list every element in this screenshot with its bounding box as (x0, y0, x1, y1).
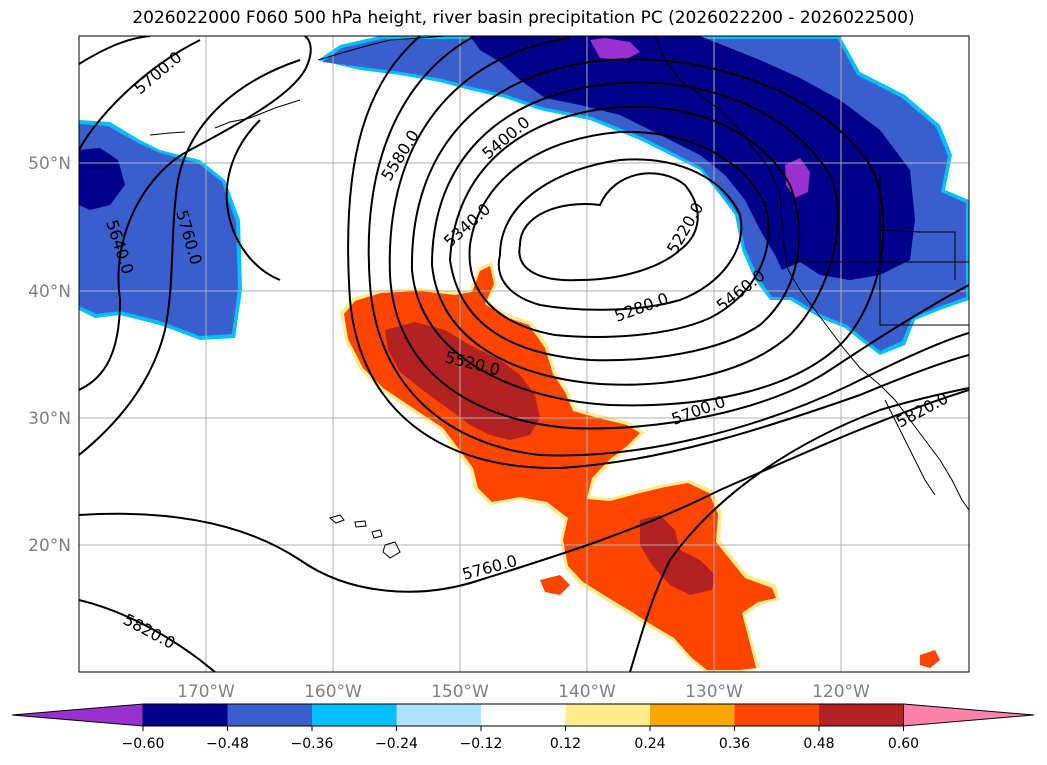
lat-label: 50°N (28, 154, 71, 174)
map-title: 2026022000 F060 500 hPa height, river ba… (132, 8, 915, 28)
colorbar-extend-right (903, 703, 1035, 727)
precip-orange-small-2 (920, 650, 940, 668)
colorbar-segment (227, 704, 313, 726)
map-frame (78, 35, 970, 673)
contour-west-upper (79, 36, 201, 151)
precip-purple-spot-north (590, 38, 640, 60)
lon-label: 170°W (177, 682, 235, 702)
lon-label: 120°W (812, 682, 870, 702)
lon-label: 160°W (304, 682, 362, 702)
contour-5460 (430, 81, 839, 386)
colorbar-tick-label: 0.36 (719, 736, 750, 752)
colorbar-segment (734, 704, 820, 726)
contour-label: 5760.0 (460, 551, 519, 584)
contour-label: 5820.0 (893, 388, 951, 431)
contour-label: 5700.0 (669, 392, 728, 429)
latitude-labels: 50°N 40°N 30°N 20°N (28, 154, 71, 556)
lon-label: 150°W (431, 682, 489, 702)
alaska-peninsula (317, 36, 446, 61)
contour-label: 5580.0 (377, 127, 423, 185)
lat-label: 30°N (28, 409, 71, 429)
contour-5820 (79, 387, 969, 672)
precip-orange-small-1 (540, 575, 570, 595)
colorbar-tick-label: 0.60 (888, 736, 919, 752)
contour-5340 (468, 130, 770, 338)
precip-north-core (470, 36, 915, 280)
contour-5700 (79, 36, 969, 470)
contour-label: 5700.0 (130, 48, 185, 99)
colorbar-tick-label: 0.12 (550, 736, 581, 752)
contour-label: 5400.0 (478, 113, 533, 164)
colorbar-ticks: −0.60 −0.48 −0.36 −0.24 −0.12 0.12 0.24 0.36 0.4… (122, 726, 919, 752)
longitude-labels: 170°W 160°W 150°W 140°W 130°W 120°W (177, 682, 870, 702)
contour-5640 (367, 36, 969, 457)
colorbar-tick-label: −0.12 (460, 736, 503, 752)
contour-label: 5280.0 (612, 289, 671, 326)
north-america-west-coast (654, 36, 969, 511)
map-area: 5700.0 5580.0 5400.0 5340.0 5220.0 5280.… (79, 36, 969, 672)
coastlines (149, 36, 969, 559)
colorbar-tick-label: −0.48 (206, 736, 249, 752)
colorbar-tick-label: −0.24 (375, 736, 418, 752)
lat-label: 40°N (28, 282, 71, 302)
contour-5280 (497, 158, 743, 311)
colorbar-tick-label: −0.36 (291, 736, 334, 752)
colorbar-tick-label: 0.24 (634, 736, 665, 752)
precip-dark-red-core (385, 322, 540, 440)
colorbar-segment (819, 704, 904, 726)
colorbar-tick-label: 0.48 (803, 736, 834, 752)
colorbar-tick-label: −0.60 (122, 736, 165, 752)
colorbar-segment (396, 704, 482, 726)
aleutian-islands (149, 99, 301, 136)
contour-5220 (518, 172, 699, 282)
contour-label: 5340.0 (440, 199, 494, 251)
lon-label: 130°W (685, 682, 743, 702)
colorbar-frame (142, 703, 904, 727)
contour-5400 (448, 105, 801, 362)
colorbar-segment (312, 704, 397, 726)
contour-label: 5820.0 (120, 610, 178, 653)
lon-label: 140°W (558, 682, 616, 702)
hawaii-islands (328, 514, 401, 559)
contour-5760 (79, 59, 969, 593)
height-contours (79, 36, 969, 672)
colorbar (11, 703, 1035, 727)
precip-dark-red-south (640, 515, 715, 595)
lat-label: 20°N (28, 536, 71, 556)
colorbar-extend-left (11, 703, 144, 727)
colorbar-segment (481, 704, 566, 726)
contour-5520 (410, 58, 885, 407)
colorbar-segment (143, 704, 228, 726)
colorbar-segment (565, 704, 651, 726)
contour-5580 (388, 37, 969, 430)
contour-label: 5220.0 (663, 199, 707, 257)
colorbar-segment (650, 704, 735, 726)
